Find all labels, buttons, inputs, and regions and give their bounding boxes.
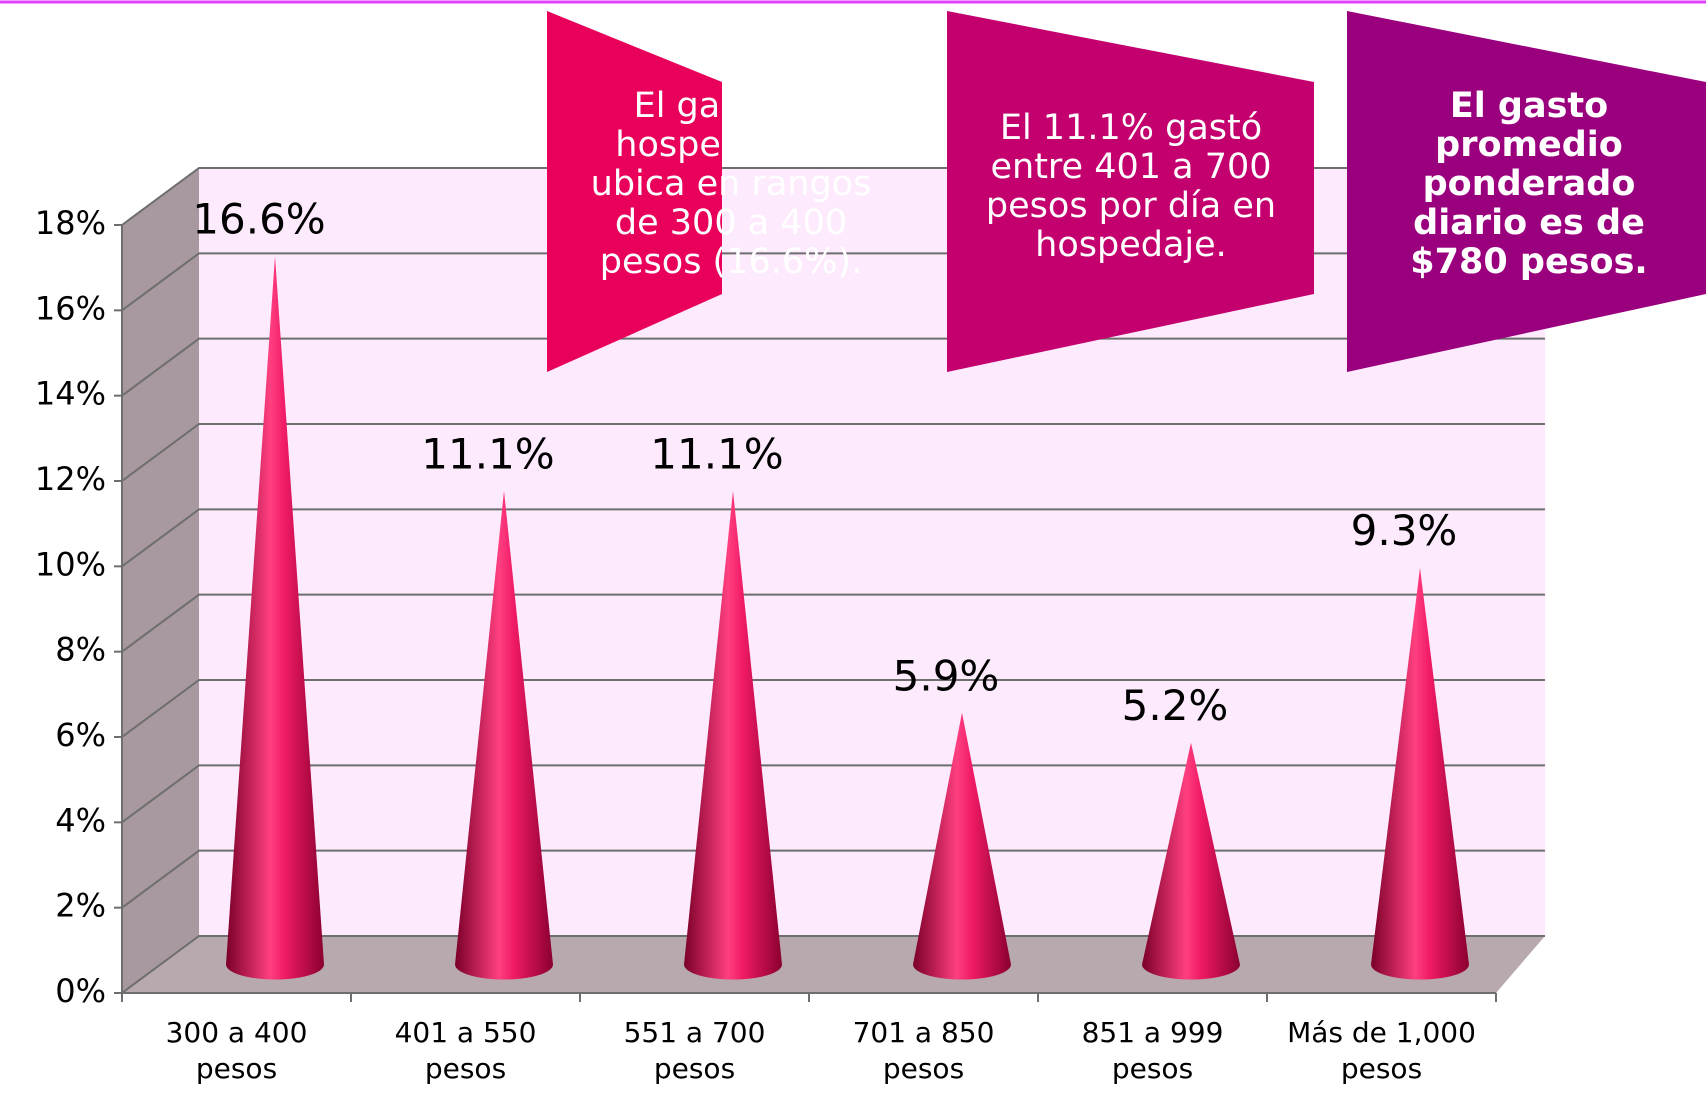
cone bbox=[1371, 567, 1469, 980]
y-tick-label: 2% bbox=[55, 887, 106, 925]
callout-text: El gasto en hospedaje se ubica en rangos… bbox=[590, 86, 872, 282]
value-label: 5.2% bbox=[1122, 681, 1229, 730]
x-tick-label: 851 a 999 pesos bbox=[1081, 1016, 1224, 1085]
grid-line bbox=[121, 849, 1545, 909]
value-label: 16.6% bbox=[192, 195, 325, 244]
cone bbox=[455, 490, 553, 980]
y-tick-label: 16% bbox=[35, 289, 106, 327]
value-label: 11.1% bbox=[421, 429, 554, 478]
callout-text: El gasto promedio ponderado diario es de… bbox=[1410, 86, 1648, 282]
y-tick-label: 6% bbox=[55, 716, 106, 754]
x-tick-label: 701 a 850 pesos bbox=[852, 1016, 995, 1085]
floor bbox=[122, 936, 1545, 993]
value-label: 5.9% bbox=[893, 651, 1000, 700]
callout-text: El 11.1% gastó entre 401 a 700 pesos por… bbox=[985, 108, 1277, 265]
y-tick-label: 8% bbox=[55, 631, 106, 669]
y-tick-label: 14% bbox=[35, 375, 106, 413]
grid-line bbox=[121, 593, 1545, 653]
grid-line bbox=[121, 679, 1545, 738]
y-tick-label: 0% bbox=[55, 972, 106, 1010]
grid-line bbox=[121, 423, 1545, 482]
x-tick-label: Más de 1,000 pesos bbox=[1287, 1016, 1476, 1085]
x-tick-label: 401 a 550 pesos bbox=[394, 1016, 537, 1085]
y-tick-label: 18% bbox=[35, 204, 106, 242]
cone bbox=[913, 712, 1011, 980]
grid-line bbox=[121, 508, 1545, 568]
back-wall bbox=[199, 168, 1545, 936]
callout-box bbox=[547, 11, 722, 372]
x-tick-label: 300 a 400 pesos bbox=[165, 1016, 308, 1085]
value-label: 11.1% bbox=[650, 429, 783, 478]
y-tick-label: 12% bbox=[35, 460, 106, 498]
value-label: 9.3% bbox=[1351, 506, 1458, 555]
y-tick-label: 4% bbox=[55, 801, 106, 839]
grid-line bbox=[121, 935, 1545, 994]
y-tick-label: 10% bbox=[35, 545, 106, 583]
left-wall bbox=[122, 168, 199, 993]
callout-box bbox=[1347, 11, 1706, 372]
cone bbox=[226, 256, 324, 980]
grid-line bbox=[121, 764, 1545, 824]
cone bbox=[684, 490, 782, 980]
x-tick-label: 551 a 700 pesos bbox=[623, 1016, 766, 1085]
cone bbox=[1142, 742, 1240, 980]
callout-box bbox=[947, 11, 1314, 372]
